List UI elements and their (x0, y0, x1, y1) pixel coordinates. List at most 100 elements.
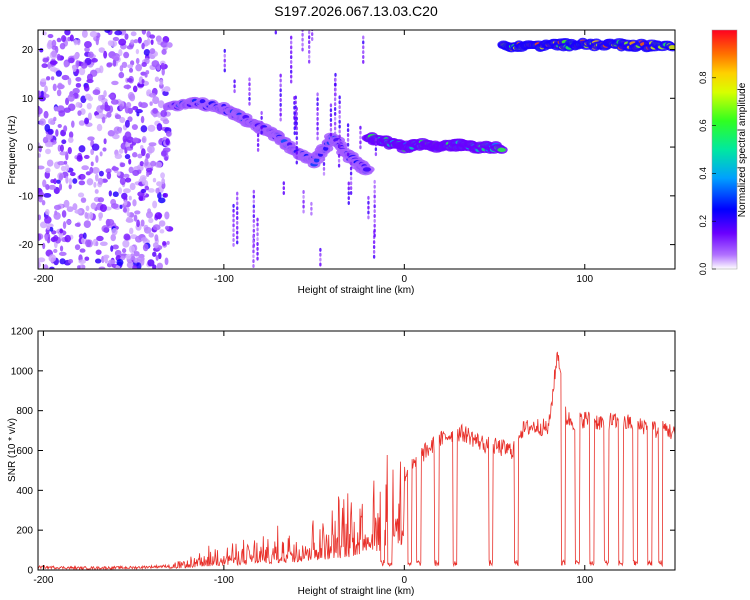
spectral-blob (98, 170, 104, 177)
spectral-blob (316, 116, 319, 121)
x-tick-label: 100 (576, 274, 593, 285)
spectral-blob (362, 54, 365, 59)
spectral-blob (316, 136, 319, 141)
spectral-blob (140, 237, 148, 242)
spectral-blob (148, 217, 154, 224)
spectral-blob (161, 68, 165, 76)
spectral-blob (43, 110, 49, 119)
spectral-blob (260, 120, 263, 125)
spectral-blob (68, 57, 75, 64)
spectral-blob (61, 35, 67, 43)
spectral-blob (58, 251, 67, 256)
spectral-blob (289, 55, 293, 60)
spectral-blob (308, 49, 311, 54)
spectral-blob (116, 171, 121, 176)
spectral-blob (38, 145, 42, 153)
spectral-blob (349, 166, 353, 171)
spectral-blob (367, 200, 370, 205)
spectral-blob (152, 200, 158, 209)
spectral-blob (279, 88, 282, 93)
spectral-blob (374, 152, 378, 157)
spectral-blob (295, 136, 298, 141)
spectral-blob (61, 74, 70, 81)
y-tick-label: 800 (16, 406, 33, 417)
spectral-blob (89, 30, 98, 38)
spectral-blob (260, 110, 263, 115)
spectral-blob (362, 40, 365, 45)
spectral-blob (289, 69, 293, 74)
spectral-blob (256, 227, 259, 232)
spectral-blob (248, 87, 251, 92)
spectral-blob (64, 234, 71, 243)
spectral-blob (128, 67, 134, 73)
spectral-blob (112, 59, 117, 67)
spectral-blob (43, 192, 52, 198)
spectral-blob (87, 136, 95, 141)
spectral-blob (104, 30, 111, 33)
spectral-blob (59, 228, 63, 234)
spectral-blob (74, 209, 83, 214)
spectral-blob (137, 153, 143, 159)
spectral-blob (123, 233, 131, 241)
x-tick-label: -200 (33, 575, 53, 586)
spectral-blob (81, 30, 88, 38)
spectral-blob (67, 137, 74, 143)
spectral-blob (77, 192, 85, 198)
spectral-blob (289, 74, 293, 79)
spectral-blob (55, 129, 59, 137)
spectral-blob (134, 210, 141, 215)
spectral-blob (308, 21, 310, 25)
spectral-blob (53, 212, 61, 220)
spectral-blob (367, 195, 370, 200)
spectral-blob (347, 196, 350, 201)
spectral-blob (372, 240, 376, 245)
spectral-blob (346, 123, 350, 128)
spectral-blob (78, 67, 86, 76)
spectral-blob (346, 142, 350, 147)
spectral-blob (63, 61, 69, 68)
spectral-blob (141, 176, 146, 185)
spectral-blob (308, 40, 311, 45)
spectral-blob (301, 37, 304, 42)
spectral-blob (274, 30, 278, 35)
spectral-blob (349, 181, 353, 186)
spectral-blob (152, 251, 157, 257)
spectral-blob (232, 238, 235, 243)
spectral-blob (140, 257, 145, 266)
spectral-blob (346, 128, 350, 133)
spectral-blob (252, 219, 256, 224)
spectral-blob (160, 41, 168, 48)
spectral-blob (103, 227, 109, 233)
spectral-blob (63, 125, 68, 132)
spectral-blob (154, 212, 163, 220)
spectral-blob (256, 222, 259, 227)
spectral-blob (126, 261, 134, 269)
spectral-blob (256, 246, 259, 251)
spectrogram-y-ticks: 20 10 0 -10 -20 (19, 45, 675, 251)
spectral-blob (199, 99, 206, 104)
spectral-blob (124, 119, 130, 128)
spectral-blob (289, 35, 293, 40)
spectral-blob (128, 195, 132, 201)
spectral-blob (53, 248, 58, 254)
spectral-blob (236, 230, 239, 235)
spectral-blob (154, 234, 159, 242)
y-tick-label: 1000 (11, 366, 34, 377)
spectral-blob (80, 197, 87, 203)
spectral-blob (95, 114, 103, 119)
spectral-blob (236, 235, 239, 240)
spectral-blob (373, 204, 376, 209)
spectral-blob (74, 222, 81, 227)
spectral-blob (293, 116, 296, 121)
spectral-blob (316, 107, 319, 112)
colorbar-tick-label: 0.8 (698, 72, 708, 85)
spectral-blob (124, 177, 132, 183)
spectral-blob (333, 116, 337, 121)
spectral-blob (248, 77, 251, 82)
spectral-blob (115, 264, 121, 269)
spectral-blob (162, 36, 170, 44)
spectral-blob (86, 102, 92, 110)
spectral-blob (67, 146, 72, 155)
spectral-blob (84, 93, 92, 100)
